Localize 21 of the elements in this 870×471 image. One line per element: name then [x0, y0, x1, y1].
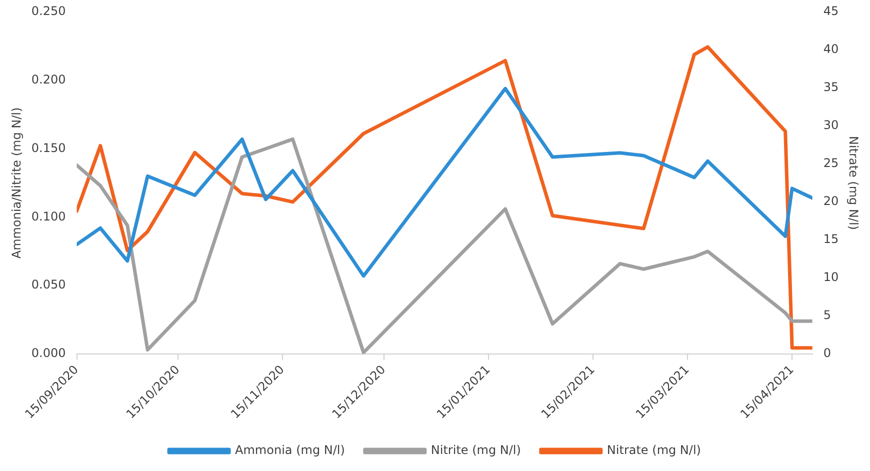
y2-tick-label: 35: [823, 80, 839, 94]
legend-label: Ammonia (mg N/l): [235, 443, 345, 458]
y2-tick-label: 25: [823, 156, 839, 170]
y-tick-label: 0.250: [31, 4, 66, 18]
y2-tick-label: 20: [823, 194, 839, 208]
y-tick-label: 0.200: [31, 72, 66, 87]
y2-tick-label: 0: [823, 346, 831, 360]
y-tick-label: 0.050: [31, 278, 66, 292]
legend-label: Nitrate (mg N/l): [606, 443, 701, 458]
y-tick-label: 0.100: [31, 209, 66, 224]
y2-tick-label: 15: [823, 232, 839, 246]
y2-tick-label: 40: [823, 42, 839, 56]
legend-label: Nitrite (mg N/l): [430, 443, 521, 458]
y-axis-title: Ammonia/Nitrite (mg N/l): [9, 107, 24, 259]
y2-tick-label: 30: [823, 118, 839, 132]
y2-tick-label: 45: [823, 4, 839, 18]
y-tick-label: 0.150: [31, 140, 66, 155]
y2-axis-title: Nitrate (mg N/l): [846, 136, 861, 230]
y2-tick-label: 5: [823, 308, 831, 322]
y-tick-label: 0.000: [31, 346, 66, 360]
y2-tick-label: 10: [823, 270, 839, 284]
